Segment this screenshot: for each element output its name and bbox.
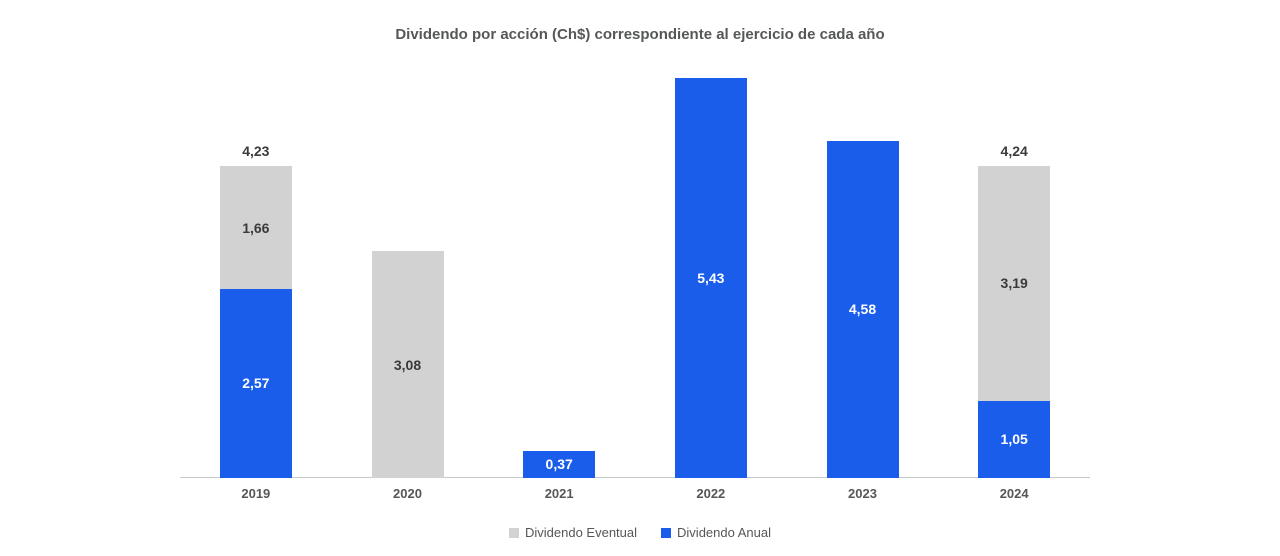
category-label: 2020 <box>372 486 444 501</box>
bar-segment-eventual: 3,19 <box>978 166 1050 401</box>
dividend-chart: Dividendo por acción (Ch$) correspondien… <box>0 0 1280 556</box>
bar-value-anual: 1,05 <box>978 432 1050 446</box>
category-label: 2022 <box>675 486 747 501</box>
category-label: 2019 <box>220 486 292 501</box>
chart-title: Dividendo por acción (Ch$) correspondien… <box>0 26 1280 43</box>
legend-swatch <box>661 528 671 538</box>
bar-segment-anual: 2,57 <box>220 289 292 478</box>
chart-baseline <box>180 477 1090 478</box>
legend-label: Dividendo Anual <box>677 525 771 540</box>
category-label: 2021 <box>523 486 595 501</box>
bar-value-eventual: 1,66 <box>220 221 292 235</box>
legend-label: Dividendo Eventual <box>525 525 637 540</box>
category-label: 2024 <box>978 486 1050 501</box>
legend-swatch <box>509 528 519 538</box>
bar-total-label: 4,23 <box>220 144 292 158</box>
bar-value-anual: 2,57 <box>220 376 292 390</box>
legend-item-anual: Dividendo Anual <box>661 524 771 540</box>
bar-segment-anual: 5,43 <box>675 78 747 478</box>
bar-segment-eventual: 3,08 <box>372 251 444 478</box>
chart-legend: Dividendo Eventual Dividendo Anual <box>0 523 1280 540</box>
bar-segment-anual: 4,58 <box>827 141 899 478</box>
bar-value-anual: 4,58 <box>827 302 899 316</box>
category-label: 2023 <box>827 486 899 501</box>
bar-value-anual: 5,43 <box>675 271 747 285</box>
bar-segment-anual: 1,05 <box>978 401 1050 478</box>
chart-plot-area: 2,571,664,2320193,0820200,3720215,432022… <box>180 78 1090 478</box>
bar-segment-anual: 0,37 <box>523 451 595 478</box>
bar-total-label: 4,24 <box>978 144 1050 158</box>
legend-item-eventual: Dividendo Eventual <box>509 524 637 540</box>
bar-value-eventual: 3,19 <box>978 276 1050 290</box>
bar-segment-eventual: 1,66 <box>220 166 292 288</box>
bar-value-anual: 0,37 <box>523 457 595 471</box>
bar-value-eventual: 3,08 <box>372 358 444 372</box>
